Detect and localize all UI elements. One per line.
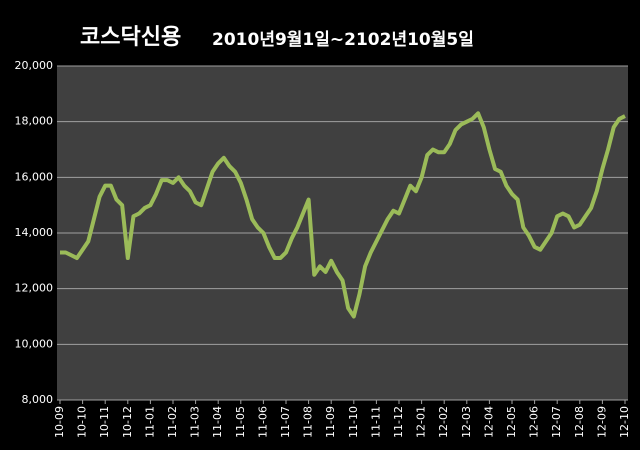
chart-subtitle: 2010년9월1일~2102년10월5일 bbox=[212, 30, 474, 50]
x-tick-label: 12-03 bbox=[460, 406, 473, 438]
y-tick-label: 8,000 bbox=[22, 393, 54, 406]
x-tick-label: 11-12 bbox=[392, 406, 405, 438]
x-tick-label: 12-02 bbox=[437, 406, 450, 438]
x-tick-label: 12-01 bbox=[415, 406, 428, 438]
x-tick-label: 11-09 bbox=[324, 406, 337, 438]
x-tick-label: 12-08 bbox=[573, 406, 586, 438]
x-tick-label: 11-06 bbox=[256, 406, 269, 438]
x-tick-label: 11-10 bbox=[347, 406, 360, 438]
x-tick-label: 10-11 bbox=[98, 406, 111, 438]
x-tick-label: 11-05 bbox=[234, 406, 247, 438]
x-tick-label: 12-07 bbox=[550, 406, 563, 438]
y-tick-label: 18,000 bbox=[15, 115, 54, 128]
x-tick-label: 12-04 bbox=[482, 406, 495, 438]
x-tick-label: 10-12 bbox=[121, 406, 134, 438]
x-tick-label: 11-02 bbox=[166, 406, 179, 438]
y-tick-label: 10,000 bbox=[15, 337, 54, 350]
x-tick-label: 12-05 bbox=[505, 406, 518, 438]
x-tick-label: 10-09 bbox=[53, 406, 66, 438]
x-tick-label: 10-10 bbox=[76, 406, 89, 438]
y-tick-label: 14,000 bbox=[15, 226, 54, 239]
x-tick-label: 11-04 bbox=[211, 406, 224, 438]
x-tick-label: 11-01 bbox=[143, 406, 156, 438]
x-tick-label: 11-11 bbox=[369, 406, 382, 438]
x-tick-label: 12-09 bbox=[595, 406, 608, 438]
y-tick-label: 20,000 bbox=[15, 59, 54, 72]
x-tick-label: 11-07 bbox=[279, 406, 292, 438]
chart-title: 코스닥신용 bbox=[80, 25, 181, 50]
y-tick-label: 12,000 bbox=[15, 282, 54, 295]
x-tick-label: 12-06 bbox=[528, 406, 541, 438]
x-tick-label: 12-10 bbox=[618, 406, 631, 438]
x-tick-label: 11-03 bbox=[189, 406, 202, 438]
x-tick-label: 11-08 bbox=[302, 406, 315, 438]
y-tick-label: 16,000 bbox=[15, 170, 54, 183]
data-line bbox=[60, 111, 626, 319]
